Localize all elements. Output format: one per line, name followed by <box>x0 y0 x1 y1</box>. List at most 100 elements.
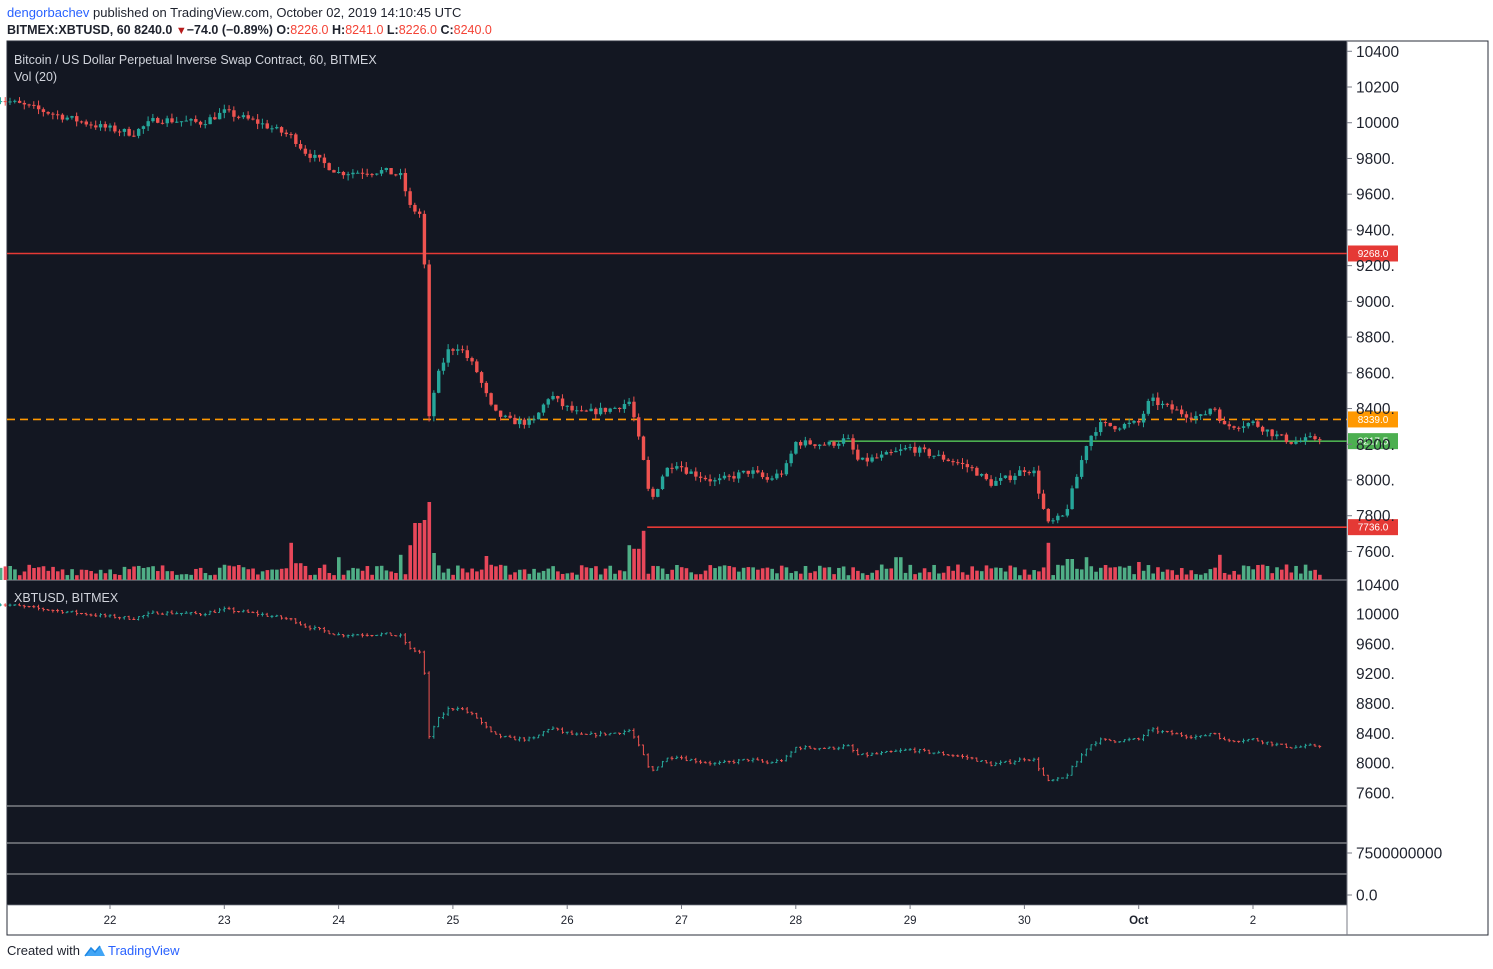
candle-body <box>660 476 665 489</box>
volume-bar <box>127 569 132 580</box>
candle-body <box>103 124 108 128</box>
volume-bar <box>446 568 451 580</box>
close-label: C: <box>440 23 454 37</box>
volume-bar <box>1051 575 1055 580</box>
candle-body <box>979 473 984 476</box>
candle-body <box>537 412 541 420</box>
volume-bar <box>317 567 322 580</box>
volume-bar <box>1075 568 1079 580</box>
candle-body <box>65 117 69 120</box>
volume-bar <box>527 573 532 580</box>
volume-bar <box>160 565 165 580</box>
candle-body <box>918 447 922 453</box>
candle-body <box>656 488 660 497</box>
candle-body <box>779 473 784 475</box>
candle-body <box>708 479 712 482</box>
candle-body <box>632 401 636 418</box>
volume-bar <box>537 572 541 580</box>
volume-bar <box>503 565 508 580</box>
volume-bar <box>732 567 736 580</box>
candle-body <box>827 441 831 445</box>
candle-body <box>360 172 365 174</box>
candle-body <box>956 462 960 464</box>
candle-body <box>718 478 722 481</box>
candle-body <box>1137 420 1141 423</box>
candle-body <box>122 128 127 132</box>
candle-body <box>1141 413 1146 423</box>
candle-body <box>1075 476 1079 489</box>
candle-body <box>651 488 655 497</box>
volume-bar <box>998 567 1003 580</box>
candle-body <box>851 438 855 450</box>
volume-bar <box>660 568 665 580</box>
volume-bar <box>908 564 913 580</box>
candle-body <box>898 449 903 451</box>
y-tick-label: 9600. <box>1356 187 1395 204</box>
volume-bar <box>1079 569 1084 580</box>
volume-bar <box>365 566 370 580</box>
volume-bar <box>541 570 546 580</box>
candle-body <box>813 444 817 446</box>
candle-body <box>1079 460 1084 477</box>
candle-body <box>1084 446 1089 461</box>
candle-body <box>998 477 1003 481</box>
symbol-label: BITMEX:XBTUSD, 60 <box>7 23 131 37</box>
level-tag <box>1348 519 1398 536</box>
volume-bar <box>389 571 393 580</box>
volume-bar <box>551 566 555 580</box>
y-tick-label: 8400. <box>1356 401 1395 418</box>
volume-bar <box>208 575 213 580</box>
volume-bar <box>894 557 898 580</box>
volume-bar <box>956 564 960 580</box>
candle-body <box>1284 434 1289 443</box>
candle-body <box>508 415 512 418</box>
candle-body <box>432 392 436 417</box>
candle-body <box>727 475 731 477</box>
volume-bar <box>979 571 984 580</box>
volume-bar <box>1189 570 1194 580</box>
volume-bar <box>889 568 894 580</box>
volume-bar <box>460 568 465 580</box>
candle-body <box>279 127 284 133</box>
volume-bar <box>1294 565 1298 580</box>
candle-body <box>713 480 717 482</box>
candle-body <box>489 393 493 405</box>
volume-bar <box>489 564 493 580</box>
y-tick-label: 8000. <box>1356 473 1395 490</box>
volume-bar <box>608 565 613 580</box>
candle-body <box>1189 417 1193 419</box>
candle-body <box>451 349 455 351</box>
candle-body <box>1094 432 1098 436</box>
volume-bar <box>841 566 846 580</box>
volume-bar <box>179 574 184 580</box>
candle-body <box>308 153 312 158</box>
candle-body <box>289 134 293 136</box>
volume-bar <box>427 502 432 580</box>
volume-bar <box>1270 573 1275 580</box>
last-price: 8240.0 <box>134 23 173 37</box>
candle-body <box>1065 509 1070 516</box>
chart-frame <box>6 40 1489 936</box>
candle-body <box>1260 426 1265 432</box>
tradingview-logo[interactable]: TradingView <box>84 943 180 959</box>
volume-bar <box>670 569 674 580</box>
volume-bar <box>579 565 584 580</box>
candle-body <box>903 448 908 450</box>
volume-bar <box>475 571 479 580</box>
candle-body <box>1294 441 1298 444</box>
candle-body <box>470 358 474 362</box>
candle-body <box>156 118 160 123</box>
volume-bar <box>451 574 455 580</box>
volume-bar <box>637 548 641 580</box>
volume-bar <box>108 569 112 580</box>
low-label: L: <box>386 23 399 37</box>
volume-bar <box>151 566 155 580</box>
tradingview-brand: TradingView <box>107 943 180 958</box>
candle-body <box>1246 423 1251 427</box>
x-tick-label: 30 <box>1018 915 1031 927</box>
volume-bar <box>946 566 951 580</box>
author-link[interactable]: dengorbachev <box>7 5 90 20</box>
volume-bar <box>751 567 755 580</box>
x-tick-label: 27 <box>675 915 688 927</box>
